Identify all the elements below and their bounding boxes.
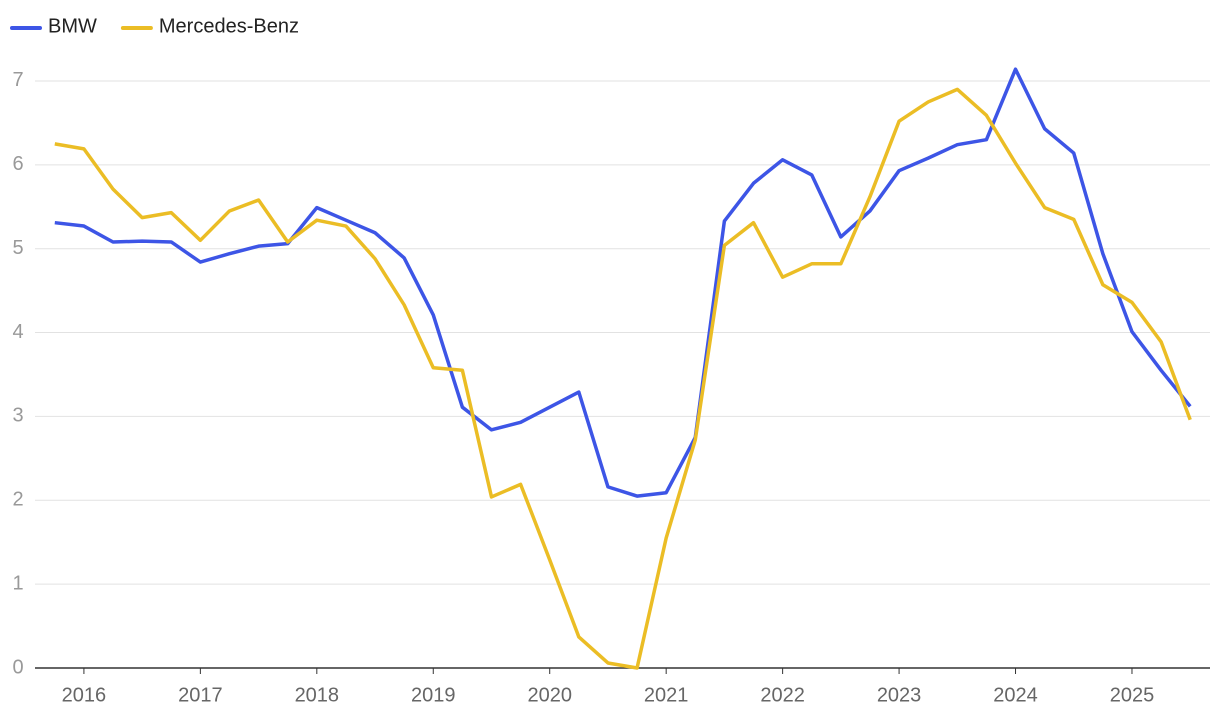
x-tick-label: 2017 [178,684,223,706]
y-tick-label: 6 [12,153,23,175]
x-tick-label: 2024 [993,684,1038,706]
y-tick-label: 0 [12,656,23,678]
x-tick-label: 2020 [527,684,572,706]
y-tick-label: 5 [12,237,23,259]
y-tick-label: 7 [12,69,23,91]
x-tick-label: 2018 [295,684,340,706]
y-tick-label: 2 [12,489,23,511]
data-line [54,87,1192,670]
y-tick-label: 4 [12,321,23,343]
y-tick-label: 1 [12,572,23,594]
x-tick-label: 2022 [760,684,805,706]
x-tick-label: 2021 [644,684,689,706]
x-tick-label: 2016 [62,684,107,706]
x-tick-label: 2023 [877,684,922,706]
legend-label: BMW [48,15,97,37]
y-tick-label: 3 [12,405,23,427]
legend-label: Mercedes-Benz [159,15,299,37]
x-tick-label: 2019 [411,684,456,706]
data-line [54,67,1192,498]
x-tick-label: 2025 [1110,684,1155,706]
